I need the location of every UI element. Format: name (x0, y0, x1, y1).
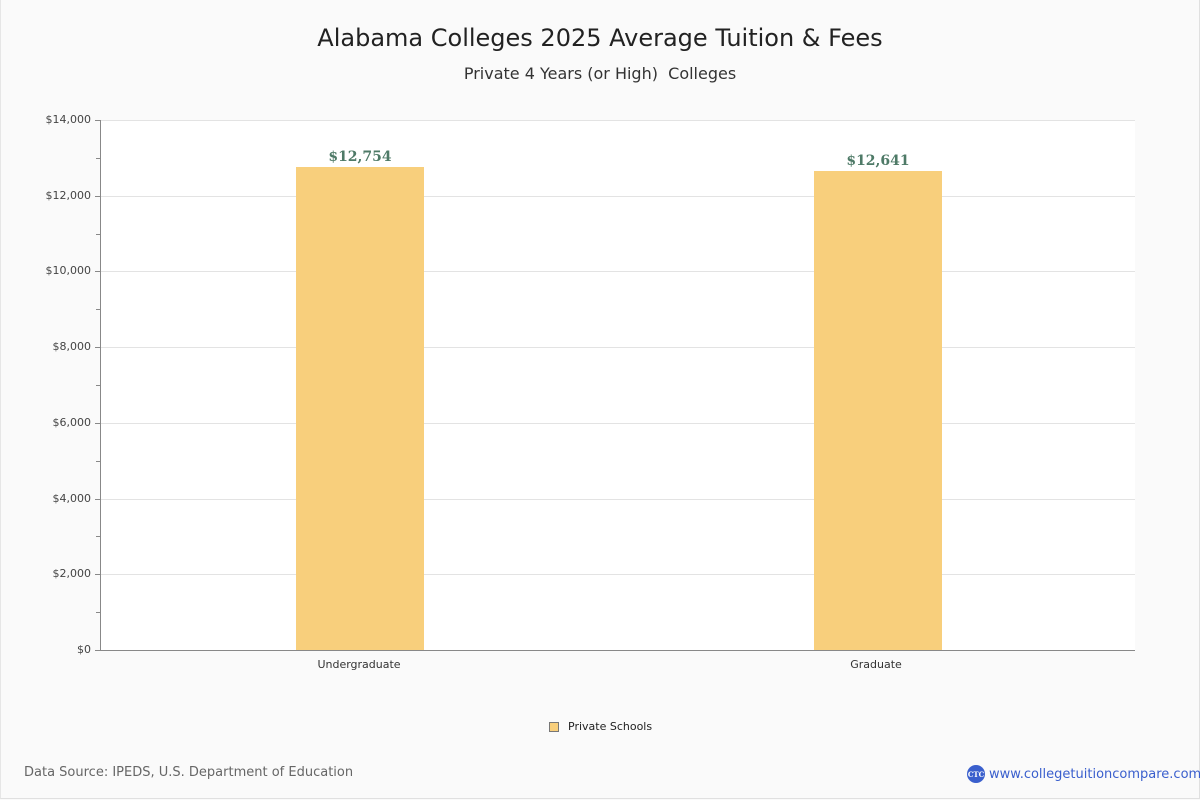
y-tick-label: $10,000 (45, 264, 92, 277)
gridline (100, 347, 1135, 348)
gridline (100, 196, 1135, 197)
chart-subtitle: Private 4 Years (or High) Colleges (463, 64, 737, 83)
x-tick-label-graduate: Graduate (850, 658, 902, 671)
y-tick (95, 423, 100, 424)
y-tick-label: $14,000 (45, 113, 92, 126)
y-tick (95, 196, 100, 197)
x-axis (100, 650, 1135, 651)
y-minor-tick (96, 385, 100, 386)
bar-undergraduate[interactable] (296, 167, 424, 650)
data-source-note: Data Source: IPEDS, U.S. Department of E… (24, 765, 354, 780)
y-minor-tick (96, 234, 100, 235)
legend-label: Private Schools (568, 720, 653, 733)
y-tick (95, 499, 100, 500)
x-tick-label-undergraduate: Undergraduate (317, 658, 401, 671)
y-tick (95, 574, 100, 575)
y-tick (95, 120, 100, 121)
legend-swatch-icon (549, 721, 559, 732)
y-minor-tick (96, 461, 100, 462)
y-tick-label: $4,000 (52, 492, 92, 505)
y-tick-label: $8,000 (52, 340, 92, 353)
y-minor-tick (96, 309, 100, 310)
y-tick (95, 347, 100, 348)
y-tick-label: $2,000 (52, 567, 92, 580)
gridline (100, 120, 1135, 121)
chart-title: Alabama Colleges 2025 Average Tuition & … (317, 24, 883, 52)
y-tick-label: $12,000 (45, 189, 92, 202)
y-tick (95, 650, 100, 651)
y-minor-tick (96, 612, 100, 613)
y-axis (100, 120, 101, 651)
ctc-logo-icon: CTC (967, 765, 985, 783)
y-tick (95, 271, 100, 272)
bar-value-label: $12,641 (846, 153, 910, 169)
gridline (100, 574, 1135, 575)
y-minor-tick (96, 158, 100, 159)
brand-link[interactable]: CTC www.collegetuitioncompare.com (967, 765, 1200, 783)
gridline (100, 423, 1135, 424)
bar-value-label: $12,754 (328, 149, 392, 165)
y-tick-label: $6,000 (52, 416, 92, 429)
gridline (100, 271, 1135, 272)
plot-area (100, 120, 1135, 650)
y-minor-tick (96, 536, 100, 537)
gridline (100, 499, 1135, 500)
y-tick-label: $0 (77, 643, 91, 656)
legend-item-private-schools[interactable]: Private Schools (549, 720, 652, 733)
bar-graduate[interactable] (814, 171, 942, 650)
brand-url: www.collegetuitioncompare.com (989, 766, 1200, 782)
